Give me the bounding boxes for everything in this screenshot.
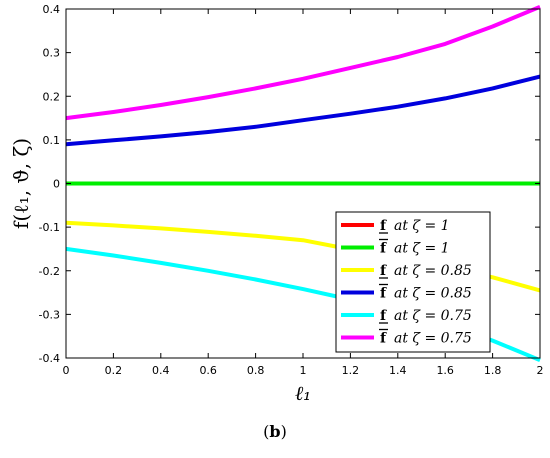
y-tick-label: 0.4	[43, 3, 61, 16]
caption-open: (	[263, 422, 270, 441]
legend-box	[335, 211, 491, 353]
legend-symbol: f	[380, 218, 387, 234]
legend-symbol: f	[380, 286, 387, 302]
y-tick-label: -0.1	[39, 221, 60, 234]
legend-label: at ζ = 0.85	[394, 263, 472, 279]
x-tick-label: 1	[300, 364, 307, 377]
figure-caption: (b)	[0, 422, 550, 441]
x-tick-label: 0.4	[152, 364, 170, 377]
x-tick-label: 0.6	[199, 364, 217, 377]
x-tick-label: 0.2	[105, 364, 123, 377]
y-tick-label: 0.3	[43, 47, 61, 60]
y-tick-label: 0.2	[43, 90, 61, 103]
x-tick-label: 2	[537, 364, 544, 377]
legend-symbol: f	[380, 241, 387, 257]
legend-symbol: f	[380, 308, 387, 324]
x-tick-label: 1.4	[389, 364, 407, 377]
y-axis-label: f(ℓ₁, ϑ, ζ)	[9, 138, 33, 229]
y-tick-label: -0.2	[39, 265, 60, 278]
x-tick-label: 1.2	[342, 364, 360, 377]
y-tick-label: -0.3	[39, 308, 60, 321]
y-tick-label: -0.4	[39, 352, 60, 365]
caption-close: )	[280, 422, 287, 441]
legend-label: at ζ = 0.75	[394, 331, 472, 347]
x-tick-label: 1.8	[484, 364, 502, 377]
y-tick-label: 0	[53, 178, 60, 191]
x-axis-label: ℓ₁	[295, 381, 311, 405]
legend-label: at ζ = 1	[394, 218, 450, 234]
x-tick-label: 1.6	[436, 364, 454, 377]
legend-symbol: f	[380, 263, 387, 279]
x-tick-label: 0	[63, 364, 70, 377]
legend-label: at ζ = 0.75	[394, 308, 472, 324]
x-tick-label: 0.8	[247, 364, 265, 377]
legend-label: at ζ = 0.85	[394, 286, 472, 302]
y-axis: 0.4 0.3 0.2 0.1 0 -0.1 -0.2 -0.3 -0.4	[39, 3, 540, 365]
y-tick-label: 0.1	[43, 134, 61, 147]
series-line-3	[65, 74, 541, 147]
x-axis: 0 0.2 0.4 0.6 0.8 1 1.2 1.4 1.6 1.8 2	[63, 9, 544, 377]
chart: 0 0.2 0.4 0.6 0.8 1 1.2 1.4 1.6 1.8 2 0.4 0.3 0.2 0.1…	[9, 3, 544, 405]
legend-symbol: f	[380, 331, 387, 347]
plot-lines	[65, 4, 541, 363]
legend: f at ζ = 1 f at ζ = 1 f at ζ = 0.85 f at ζ = 0.…	[335, 211, 491, 353]
caption-letter: b	[269, 422, 281, 441]
legend-label: at ζ = 1	[394, 241, 450, 257]
series-line-5	[65, 4, 541, 121]
